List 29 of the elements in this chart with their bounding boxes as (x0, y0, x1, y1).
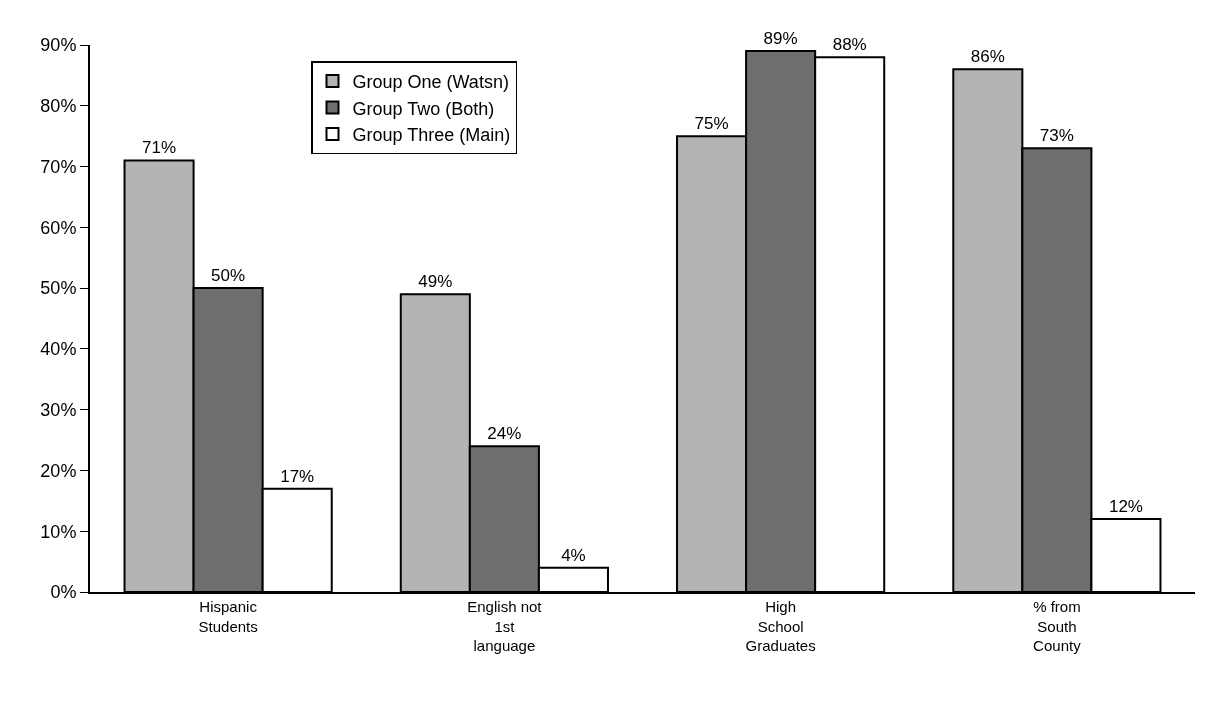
data-label: 86% (970, 47, 1005, 67)
legend-label: Group Three (Main) (352, 124, 511, 145)
data-label: 12% (1108, 497, 1143, 517)
data-label: 89% (763, 29, 798, 49)
y-tick-label: 80% (40, 96, 77, 117)
y-tick-label: 30% (40, 399, 77, 420)
y-tick-label: 60% (40, 217, 77, 238)
x-tick-label: % from South County (1033, 598, 1082, 654)
y-tick-label: 90% (40, 35, 77, 56)
x-tick-label: High School Graduates (745, 598, 816, 654)
y-tick-label: 0% (50, 582, 77, 603)
data-label: 88% (832, 35, 867, 55)
data-label: 4% (561, 545, 586, 565)
y-tick-label: 40% (40, 339, 77, 360)
legend-label: Group One (Watsn) (352, 72, 509, 93)
legend-label: Group Two (Both) (352, 98, 495, 119)
data-label: 49% (418, 272, 453, 292)
y-tick-label: 50% (40, 278, 77, 299)
data-label: 73% (1039, 126, 1074, 146)
x-tick-label: Hispanic Students (198, 598, 258, 635)
x-tick-label: English not 1st language (467, 598, 543, 654)
y-tick-label: 20% (40, 460, 77, 481)
data-label: 75% (694, 114, 729, 134)
data-label: 24% (487, 424, 522, 444)
y-tick-label: 70% (40, 156, 77, 177)
data-label: 71% (142, 138, 177, 158)
data-label: 50% (211, 266, 246, 286)
y-tick-label: 10% (40, 521, 77, 542)
data-label: 17% (280, 466, 315, 486)
